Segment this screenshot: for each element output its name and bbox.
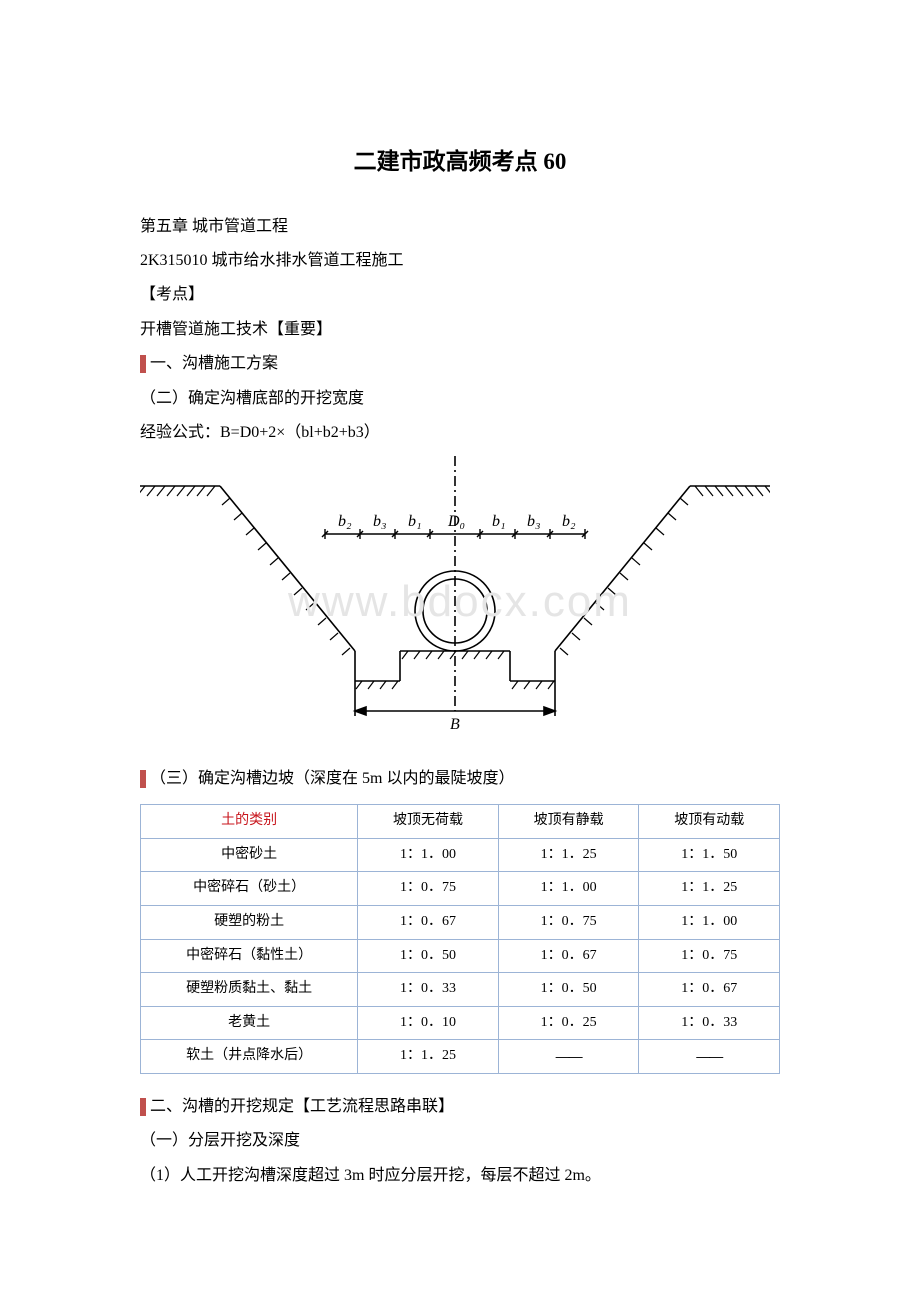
label-d0: D₀ <box>447 513 465 530</box>
table-cell: 1：1．50 <box>639 838 780 872</box>
red-bar-icon <box>140 355 146 373</box>
formula-line: 经验公式：B=D0+2×（bl+b2+b3） <box>140 418 780 448</box>
label-B: B <box>450 716 460 733</box>
table-cell: 1：1．25 <box>358 1040 499 1074</box>
col-static-load: 坡顶有静载 <box>498 805 639 839</box>
table-cell: 1：1．00 <box>639 905 780 939</box>
red-bar-icon <box>140 1098 146 1116</box>
table-cell: 1：1．25 <box>498 838 639 872</box>
table-cell: 中密碎石（黏性土） <box>141 939 358 973</box>
table-row: 硬塑的粉土1：0．671：0．751：1．00 <box>141 905 780 939</box>
table-cell: 软土（井点降水后） <box>141 1040 358 1074</box>
section-2-heading: 二、沟槽的开挖规定【工艺流程思路串联】 <box>140 1092 780 1122</box>
table-row: 老黄土1：0．101：0．251：0．33 <box>141 1006 780 1040</box>
table-cell: 硬塑的粉土 <box>141 905 358 939</box>
table-row: 软土（井点降水后）1：1．25———— <box>141 1040 780 1074</box>
table-cell: 1：0．75 <box>639 939 780 973</box>
page-title: 二建市政高频考点 60 <box>140 140 780 184</box>
table-cell: 1：1．00 <box>498 872 639 906</box>
table-cell: 1：0．33 <box>358 973 499 1007</box>
exam-label: 【考点】 <box>140 280 780 310</box>
subsection-3-heading: （三）确定沟槽边坡（深度在 5m 以内的最陡坡度） <box>140 764 780 794</box>
label-b2-right: b₂ <box>562 513 576 530</box>
table-row: 中密砂土1：1．001：1．251：1．50 <box>141 838 780 872</box>
subsection-2: （二）确定沟槽底部的开挖宽度 <box>140 384 780 414</box>
table-cell: 硬塑粉质黏土、黏土 <box>141 973 358 1007</box>
table-cell: 1：0．67 <box>498 939 639 973</box>
table-cell: 中密砂土 <box>141 838 358 872</box>
label-b2-left: b₂ <box>338 513 352 530</box>
label-b3-right: b₃ <box>527 513 541 530</box>
subsection-depth: （一）分层开挖及深度 <box>140 1126 780 1156</box>
table-cell: 1：0．10 <box>358 1006 499 1040</box>
col-soil-type: 土的类别 <box>141 805 358 839</box>
chapter-line: 第五章 城市管道工程 <box>140 212 780 242</box>
trench-diagram: b₂ b₃ b₁ D₀ b₁ b₃ b₂ B www.bdocx.com <box>140 456 780 747</box>
section-1-text: 一、沟槽施工方案 <box>150 349 278 379</box>
table-row: 中密碎石（黏性土）1：0．501：0．671：0．75 <box>141 939 780 973</box>
code-line: 2K315010 城市给水排水管道工程施工 <box>140 246 780 276</box>
table-cell: 1：0．67 <box>639 973 780 1007</box>
depth-rule-line: （1）人工开挖沟槽深度超过 3m 时应分层开挖，每层不超过 2m。 <box>140 1161 780 1191</box>
table-cell: —— <box>498 1040 639 1074</box>
table-row: 中密碎石（砂土）1：0．751：1．001：1．25 <box>141 872 780 906</box>
col-dynamic-load: 坡顶有动载 <box>639 805 780 839</box>
table-cell: 1：1．25 <box>639 872 780 906</box>
table-cell: 1：1．00 <box>358 838 499 872</box>
red-bar-icon <box>140 770 146 788</box>
table-cell: 1：0．50 <box>498 973 639 1007</box>
table-cell: 1：0．33 <box>639 1006 780 1040</box>
table-cell: 1：0．25 <box>498 1006 639 1040</box>
table-cell: 老黄土 <box>141 1006 358 1040</box>
table-cell: 1：0．50 <box>358 939 499 973</box>
table-cell: 1：0．67 <box>358 905 499 939</box>
table-row: 硬塑粉质黏土、黏土1：0．331：0．501：0．67 <box>141 973 780 1007</box>
tech-line: 开槽管道施工技术【重要】 <box>140 315 780 345</box>
label-b3-left: b₃ <box>373 513 387 530</box>
table-header-row: 土的类别 坡顶无荷载 坡顶有静载 坡顶有动载 <box>141 805 780 839</box>
slope-table: 土的类别 坡顶无荷载 坡顶有静载 坡顶有动载 中密砂土1：1．001：1．251… <box>140 804 780 1074</box>
table-body: 中密砂土1：1．001：1．251：1．50中密碎石（砂土）1：0．751：1．… <box>141 838 780 1073</box>
label-b1-left: b₁ <box>408 513 422 530</box>
table-cell: 中密碎石（砂土） <box>141 872 358 906</box>
table-cell: 1：0．75 <box>358 872 499 906</box>
table-cell: —— <box>639 1040 780 1074</box>
label-b1-right: b₁ <box>492 513 506 530</box>
table-cell: 1：0．75 <box>498 905 639 939</box>
subsection-3-text: （三）确定沟槽边坡（深度在 5m 以内的最陡坡度） <box>150 764 514 794</box>
section-2-text: 二、沟槽的开挖规定【工艺流程思路串联】 <box>150 1092 454 1122</box>
col-no-load: 坡顶无荷载 <box>358 805 499 839</box>
section-1-heading: 一、沟槽施工方案 <box>140 349 780 379</box>
